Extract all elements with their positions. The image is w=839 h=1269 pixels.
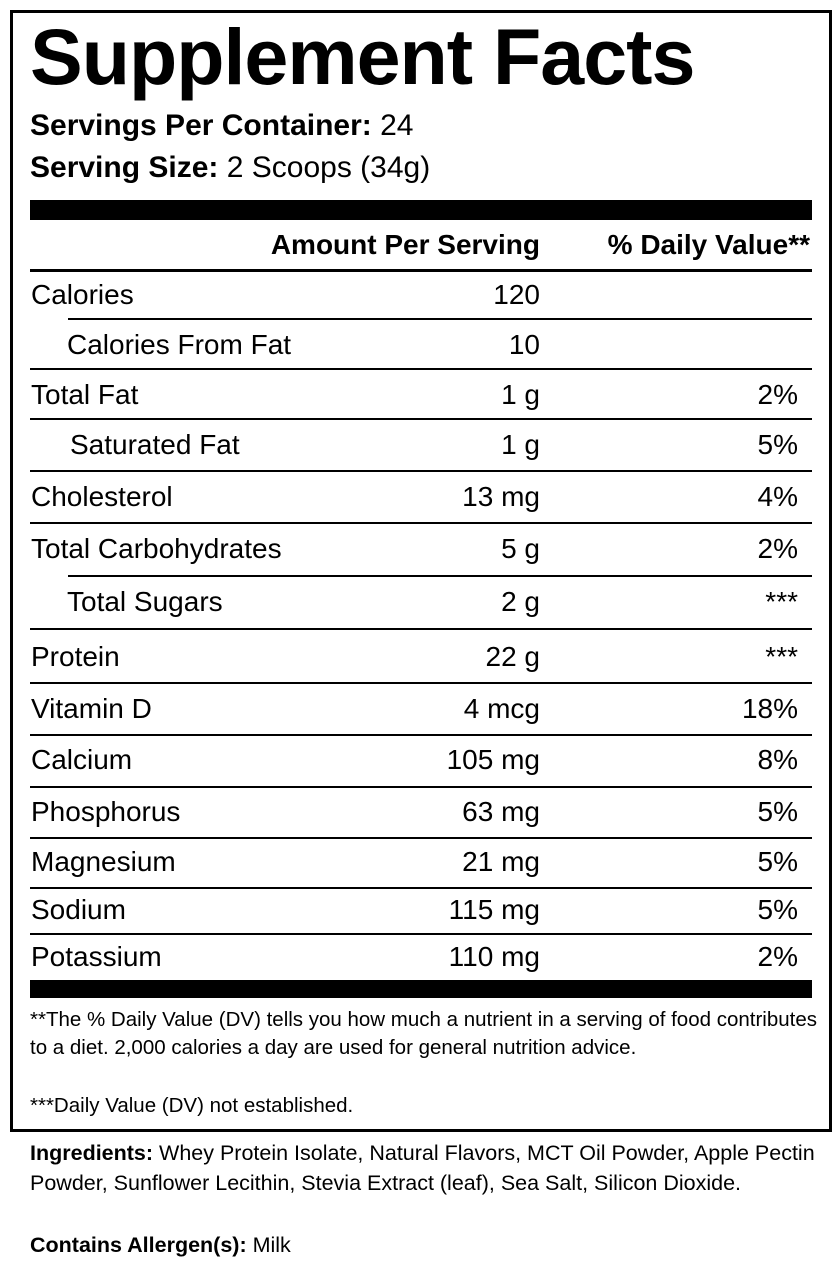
daily-value: 5% xyxy=(757,846,798,877)
nutrient-name: Cholesterol xyxy=(31,481,173,512)
divider xyxy=(30,682,812,684)
nutrient-name: Phosphorus xyxy=(31,796,181,827)
allergens: Contains Allergen(s): Milk xyxy=(30,1230,830,1260)
column-header: % Daily Value** xyxy=(607,229,810,260)
nutrient-name: Calories From Fat xyxy=(67,329,292,360)
daily-value: 2% xyxy=(757,533,798,564)
daily-value: 2% xyxy=(757,941,798,972)
daily-value: 4% xyxy=(757,481,798,512)
divider xyxy=(30,734,812,736)
daily-value: *** xyxy=(765,641,798,672)
divider xyxy=(30,837,812,839)
amount: 110 mg xyxy=(448,941,540,972)
amount: 22 g xyxy=(485,641,541,672)
daily-value: *** xyxy=(765,586,798,617)
ingredients-text: Whey Protein Isolate, Natural Flavors, M… xyxy=(30,1141,815,1195)
footnote: ***Daily Value (DV) not established. xyxy=(30,1094,354,1117)
thick-bar xyxy=(30,200,812,220)
footnote: **The % Daily Value (DV) tells you how m… xyxy=(30,1008,817,1059)
amount: 63 mg xyxy=(462,796,540,827)
amount: 1 g xyxy=(501,379,540,410)
ingredients-label: Ingredients: xyxy=(30,1141,154,1165)
nutrient-name: Saturated Fat xyxy=(70,429,240,460)
ingredients: Ingredients: Whey Protein Isolate, Natur… xyxy=(30,1138,830,1198)
title: Supplement Facts xyxy=(30,12,695,101)
divider xyxy=(30,368,812,370)
servings-value: 24 xyxy=(380,109,414,142)
divider xyxy=(30,786,812,788)
nutrient-name: Calories xyxy=(31,279,134,310)
daily-value: 5% xyxy=(757,894,798,925)
amount: 13 mg xyxy=(462,481,540,512)
thick-bar xyxy=(30,980,812,998)
amount: 4 mcg xyxy=(463,693,540,724)
nutrient-name: Total Fat xyxy=(31,379,139,410)
amount: 21 mg xyxy=(462,846,540,877)
divider xyxy=(30,887,812,889)
divider xyxy=(68,318,812,320)
amount: 120 xyxy=(493,279,540,310)
divider xyxy=(30,628,812,630)
amount: 105 mg xyxy=(446,744,540,775)
serving-size: Serving Size: 2 Scoops (34g) xyxy=(30,150,430,186)
divider xyxy=(30,522,812,524)
servings-label: Servings Per Container: xyxy=(30,109,372,142)
divider xyxy=(68,575,812,577)
servings: Servings Per Container: 24 xyxy=(30,108,413,144)
size-label: Serving Size: xyxy=(30,151,219,184)
allergens-label: Contains Allergen(s): xyxy=(30,1233,247,1257)
amount: 10 xyxy=(508,329,540,360)
daily-value: 5% xyxy=(757,429,798,460)
nutrient-name: Magnesium xyxy=(31,846,176,877)
label-border xyxy=(10,10,832,1132)
daily-value: 8% xyxy=(757,744,798,775)
divider xyxy=(30,269,812,272)
column-header: Amount Per Serving xyxy=(270,229,540,260)
nutrient-name: Potassium xyxy=(31,941,162,972)
amount: 5 g xyxy=(501,533,540,564)
daily-value: 5% xyxy=(757,796,798,827)
nutrient-name: Calcium xyxy=(31,744,133,775)
nutrient-name: Total Sugars xyxy=(67,586,223,617)
divider xyxy=(30,933,812,935)
nutrient-name: Total Carbohydrates xyxy=(31,533,282,564)
nutrient-name: Vitamin D xyxy=(31,693,152,724)
divider xyxy=(30,470,812,472)
amount: 1 g xyxy=(501,429,540,460)
size-value: 2 Scoops (34g) xyxy=(226,151,431,184)
daily-value: 2% xyxy=(757,379,798,410)
allergens-text: Milk xyxy=(252,1233,291,1257)
amount: 115 mg xyxy=(448,894,540,925)
nutrient-name: Sodium xyxy=(31,894,126,925)
divider xyxy=(30,418,812,420)
nutrient-name: Protein xyxy=(31,641,120,672)
amount: 2 g xyxy=(501,586,540,617)
daily-value: 18% xyxy=(741,693,798,724)
